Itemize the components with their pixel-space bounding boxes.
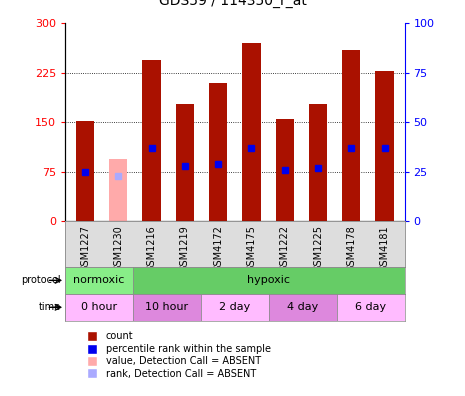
Text: 0 hour: 0 hour xyxy=(81,302,117,312)
Bar xyxy=(269,294,337,321)
Text: protocol: protocol xyxy=(21,275,60,286)
Bar xyxy=(342,50,360,221)
Text: 6 day: 6 day xyxy=(355,302,386,312)
Legend: count, percentile rank within the sample, value, Detection Call = ABSENT, rank, : count, percentile rank within the sample… xyxy=(79,327,275,383)
Bar xyxy=(375,71,394,221)
Bar xyxy=(201,294,269,321)
Bar xyxy=(76,121,94,221)
Text: GSM4175: GSM4175 xyxy=(246,225,257,272)
Bar xyxy=(133,267,405,294)
Text: GSM1219: GSM1219 xyxy=(180,225,190,272)
Bar xyxy=(209,83,227,221)
Text: GSM4172: GSM4172 xyxy=(213,225,223,272)
Bar xyxy=(337,294,405,321)
Text: GSM1227: GSM1227 xyxy=(80,225,90,272)
Bar xyxy=(133,294,201,321)
Text: 4 day: 4 day xyxy=(287,302,319,312)
Bar xyxy=(65,267,133,294)
Text: normoxic: normoxic xyxy=(73,275,125,286)
Text: GSM1222: GSM1222 xyxy=(280,225,290,272)
Bar xyxy=(109,159,127,221)
Text: 2 day: 2 day xyxy=(219,302,251,312)
Text: GDS59 / 114350_r_at: GDS59 / 114350_r_at xyxy=(159,0,306,8)
Bar xyxy=(242,43,260,221)
Text: GSM4178: GSM4178 xyxy=(346,225,356,272)
Text: 10 hour: 10 hour xyxy=(146,302,188,312)
Text: GSM1230: GSM1230 xyxy=(113,225,123,272)
Text: time: time xyxy=(38,302,60,312)
Bar xyxy=(309,104,327,221)
Text: hypoxic: hypoxic xyxy=(247,275,290,286)
Bar xyxy=(142,60,161,221)
Text: GSM4181: GSM4181 xyxy=(379,225,390,272)
Text: GSM1216: GSM1216 xyxy=(146,225,157,272)
Bar xyxy=(176,104,194,221)
Bar xyxy=(65,294,133,321)
Bar xyxy=(276,119,294,221)
Text: GSM1225: GSM1225 xyxy=(313,225,323,272)
